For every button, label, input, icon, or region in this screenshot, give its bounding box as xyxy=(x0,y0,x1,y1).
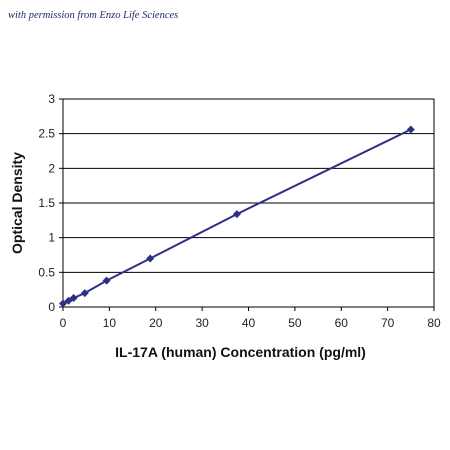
y-tick-label: 1 xyxy=(48,231,55,245)
y-tick-label: 0 xyxy=(48,300,55,314)
x-tick-label: 30 xyxy=(195,316,209,330)
data-point-marker xyxy=(59,299,67,308)
x-tick-label: 60 xyxy=(335,316,349,330)
data-point-marker xyxy=(69,293,78,302)
data-point-marker xyxy=(146,254,155,263)
data-markers xyxy=(59,125,415,308)
x-tick-label: 80 xyxy=(427,316,441,330)
data-point-marker xyxy=(232,210,241,219)
y-tick-label: 0.5 xyxy=(38,265,55,279)
y-tick-label: 1.5 xyxy=(38,196,55,210)
x-tick-label: 0 xyxy=(60,316,67,330)
y-tick-label: 2.5 xyxy=(38,127,55,141)
x-tick-label: 20 xyxy=(149,316,163,330)
y-tick-label: 2 xyxy=(48,161,55,175)
x-tick-label: 10 xyxy=(103,316,117,330)
y-tick-label: 3 xyxy=(48,92,55,106)
x-tick-label: 40 xyxy=(242,316,256,330)
x-axis-ticks: 0 10 20 30 40 50 60 70 80 xyxy=(60,307,441,330)
x-tick-label: 50 xyxy=(288,316,302,330)
x-axis-title: IL-17A (human) Concentration (pg/ml) xyxy=(115,344,366,360)
data-point-marker xyxy=(80,289,89,298)
data-point-marker xyxy=(406,125,415,134)
permission-credit: with permission from Enzo Life Sciences xyxy=(8,10,179,21)
x-tick-label: 70 xyxy=(381,316,395,330)
data-point-marker xyxy=(102,276,111,285)
y-axis-title: Optical Density xyxy=(9,152,25,254)
grid-layer xyxy=(63,133,434,273)
y-axis-ticks: 0 0.5 1 1.5 2 2.5 3 xyxy=(38,92,63,314)
